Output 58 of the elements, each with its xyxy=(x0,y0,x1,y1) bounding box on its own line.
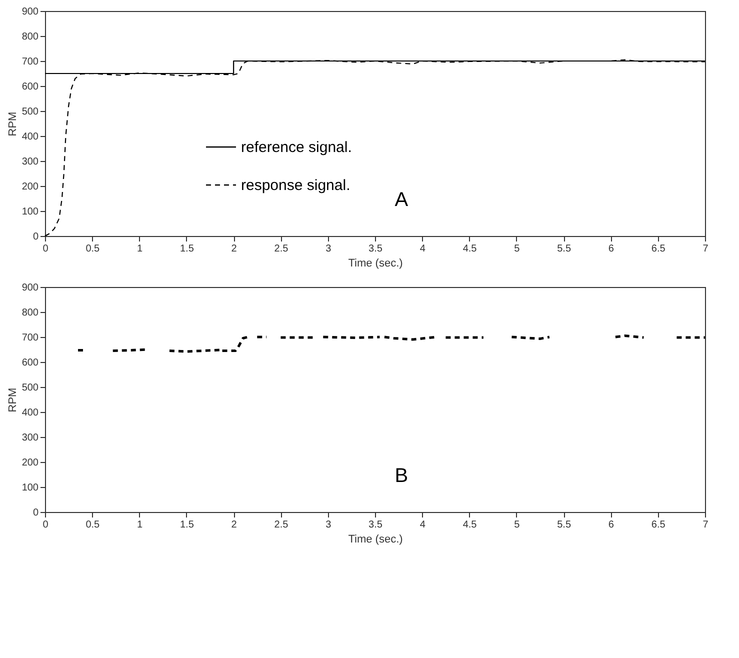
x-tick-label: 6.5 xyxy=(651,244,666,254)
x-tick-label: 5.5 xyxy=(557,244,572,254)
x-tick-label: 3.5 xyxy=(368,244,383,254)
y-tick-label: 400 xyxy=(22,132,39,142)
x-tick-label: 1 xyxy=(137,520,144,530)
x-tick-label: 4.5 xyxy=(462,244,478,254)
x-axis-title: Time (sec.) xyxy=(348,534,403,546)
x-tick-label: 6 xyxy=(608,244,614,254)
x-tick-label: 0.5 xyxy=(86,244,100,254)
y-tick-label: 100 xyxy=(22,482,39,494)
x-tick-label: 2 xyxy=(231,244,238,254)
x-tick-label: 0 xyxy=(42,244,49,254)
x-tick-label: 2.5 xyxy=(274,244,289,254)
x-tick-label: 2 xyxy=(231,520,238,530)
x-tick-label: 5 xyxy=(514,520,520,530)
x-tick-label: 0.5 xyxy=(86,520,100,530)
y-tick-label: 0 xyxy=(32,232,39,242)
x-tick-label: 3.5 xyxy=(368,520,383,530)
y-tick-label: 200 xyxy=(22,182,39,192)
y-tick-label: 400 xyxy=(22,408,39,418)
y-tick-label: 900 xyxy=(22,6,39,18)
y-tick-label: 800 xyxy=(22,308,39,318)
annotation: B xyxy=(394,465,408,487)
x-tick-label: 7 xyxy=(702,520,709,530)
x-tick-label: 4.5 xyxy=(462,520,478,530)
y-tick-label: 700 xyxy=(22,56,39,68)
y-tick-label: 600 xyxy=(22,358,39,368)
y-tick-label: 500 xyxy=(22,106,39,118)
y-tick-label: 500 xyxy=(22,382,39,394)
y-tick-label: 0 xyxy=(32,508,39,518)
x-tick-label: 4 xyxy=(420,520,426,530)
x-tick-label: 1.5 xyxy=(180,244,194,254)
y-tick-label: 600 xyxy=(22,82,39,92)
legend-label: response signal. xyxy=(241,177,350,194)
x-tick-label: 4 xyxy=(420,244,426,254)
y-tick-label: 800 xyxy=(22,32,39,42)
x-tick-label: 3 xyxy=(326,244,332,254)
legend-label: reference signal. xyxy=(241,139,352,156)
y-tick-label: 300 xyxy=(22,432,39,444)
x-axis-title: Time (sec.) xyxy=(348,258,403,270)
y-tick-label: 200 xyxy=(22,458,39,468)
x-tick-label: 5 xyxy=(514,244,520,254)
x-tick-label: 6.5 xyxy=(651,520,666,530)
y-tick-label: 700 xyxy=(22,332,39,344)
y-tick-label: 900 xyxy=(22,282,39,294)
y-axis-title: RPM xyxy=(6,112,19,136)
y-tick-label: 100 xyxy=(22,206,39,218)
x-tick-label: 2.5 xyxy=(274,520,289,530)
x-tick-label: 1 xyxy=(137,244,144,254)
x-tick-label: 5.5 xyxy=(557,520,572,530)
x-tick-label: 6 xyxy=(608,520,614,530)
x-tick-label: 0 xyxy=(42,520,49,530)
x-tick-label: 7 xyxy=(702,244,709,254)
y-axis-title: RPM xyxy=(6,388,19,412)
x-tick-label: 3 xyxy=(326,520,332,530)
x-tick-label: 1.5 xyxy=(180,520,194,530)
annotation: A xyxy=(394,189,409,211)
y-tick-label: 300 xyxy=(22,156,39,168)
